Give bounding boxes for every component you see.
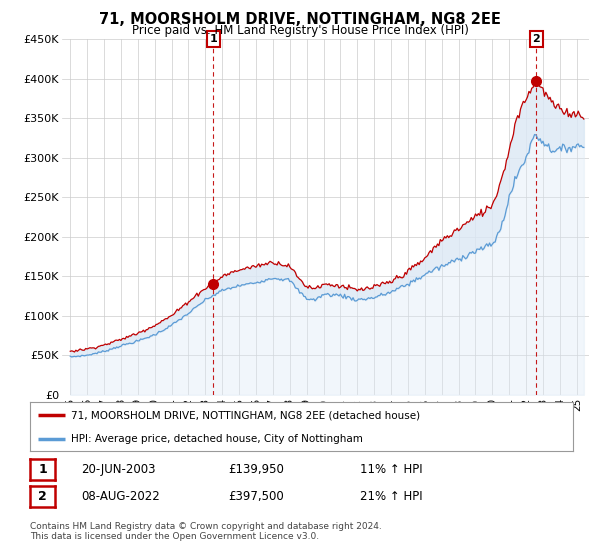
Text: Contains HM Land Registry data © Crown copyright and database right 2024.
This d: Contains HM Land Registry data © Crown c… <box>30 522 382 542</box>
Text: 71, MOORSHOLM DRIVE, NOTTINGHAM, NG8 2EE (detached house): 71, MOORSHOLM DRIVE, NOTTINGHAM, NG8 2EE… <box>71 410 420 420</box>
Text: 21% ↑ HPI: 21% ↑ HPI <box>360 490 422 503</box>
Text: 1: 1 <box>209 34 217 44</box>
Text: 1: 1 <box>38 463 47 476</box>
Text: 08-AUG-2022: 08-AUG-2022 <box>81 490 160 503</box>
Text: 2: 2 <box>38 490 47 503</box>
Text: 20-JUN-2003: 20-JUN-2003 <box>81 463 155 476</box>
Text: HPI: Average price, detached house, City of Nottingham: HPI: Average price, detached house, City… <box>71 433 362 444</box>
Text: £397,500: £397,500 <box>228 490 284 503</box>
Text: 11% ↑ HPI: 11% ↑ HPI <box>360 463 422 476</box>
Text: Price paid vs. HM Land Registry's House Price Index (HPI): Price paid vs. HM Land Registry's House … <box>131 24 469 37</box>
Text: 2: 2 <box>532 34 540 44</box>
Text: 71, MOORSHOLM DRIVE, NOTTINGHAM, NG8 2EE: 71, MOORSHOLM DRIVE, NOTTINGHAM, NG8 2EE <box>99 12 501 27</box>
Text: £139,950: £139,950 <box>228 463 284 476</box>
